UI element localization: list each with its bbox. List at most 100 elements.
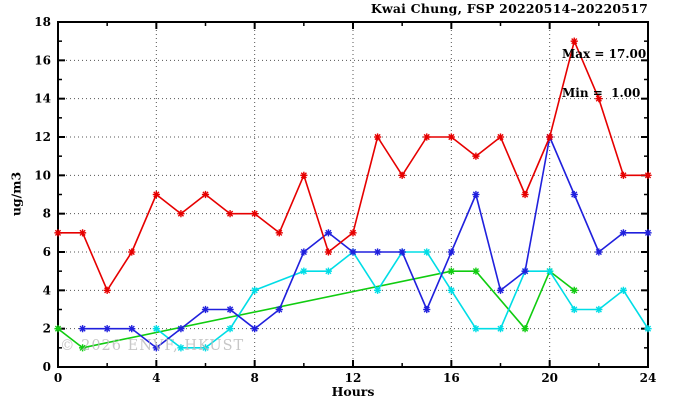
series-cyan-marker-center (425, 250, 429, 254)
series-cyan-marker-center (646, 327, 650, 330)
series-red-marker-center (56, 231, 60, 235)
series-cyan-marker-center (204, 346, 207, 350)
series-red-marker-center (376, 135, 379, 139)
series-blue-marker-center (474, 193, 478, 196)
series-green-marker-center (56, 327, 60, 330)
y-tick-label: 18 (34, 15, 51, 29)
series-blue-marker-center (81, 327, 84, 330)
series-blue-marker-center (450, 250, 453, 254)
series-red-marker-center (548, 135, 551, 139)
series-blue-marker-center (622, 231, 625, 235)
series-blue-marker-center (228, 308, 232, 311)
series-cyan-marker-center (376, 289, 379, 292)
series-red-marker-center (622, 174, 625, 177)
series-blue-marker-center (204, 308, 207, 311)
min-value-label: Min = 1.00 (562, 86, 641, 100)
y-tick-label: 6 (43, 245, 51, 259)
series-green-line (57, 270, 575, 349)
series-blue-marker-center (646, 231, 650, 235)
y-tick-label: 16 (34, 53, 51, 67)
series-red-marker-center (179, 212, 183, 215)
x-tick-label: 20 (541, 371, 558, 385)
y-tick-label: 10 (34, 168, 51, 182)
series-cyan-marker-center (228, 327, 232, 330)
series-cyan-marker-center (572, 308, 576, 311)
series-red-marker-center (81, 231, 84, 235)
series-cyan-marker-center (179, 346, 183, 350)
series-blue-marker-center (400, 250, 404, 254)
series-red-marker-center (277, 231, 281, 235)
series-red-marker-center (253, 212, 256, 215)
series-blue-marker-center (302, 250, 306, 254)
series-cyan-marker-center (548, 269, 551, 273)
x-tick-label: 8 (250, 371, 258, 385)
series-blue-marker-center (425, 308, 429, 311)
x-tick-label: 0 (54, 371, 62, 385)
series-green-marker-center (450, 269, 453, 273)
series-cyan-marker-center (597, 308, 601, 311)
series-red-marker-center (302, 174, 306, 177)
series-cyan-marker-center (302, 269, 306, 273)
series-green-marker-center (572, 289, 576, 292)
series-red-marker-center (155, 193, 158, 196)
series-cyan-marker-center (622, 289, 625, 292)
series-blue-marker-center (523, 269, 527, 273)
series-cyan-marker-center (155, 327, 158, 330)
series-cyan-line (155, 251, 649, 349)
maxmin-annotation: Max = 17.00 Min = 1.00 (562, 22, 646, 126)
y-tick-label: 8 (43, 207, 51, 221)
max-value-label: Max = 17.00 (562, 47, 647, 61)
series-red-marker-center (523, 193, 527, 196)
series-green-marker-center (523, 327, 527, 330)
series-red-marker-center (646, 174, 650, 177)
series-blue-line (82, 136, 648, 349)
series-red-marker-center (327, 250, 330, 254)
series-blue-marker-center (597, 250, 601, 254)
series-cyan-marker-center (499, 327, 502, 330)
watermark: © 2026 ENVF, HKUST (60, 338, 245, 354)
x-tick-label: 16 (443, 371, 460, 385)
series-blue-marker-center (130, 327, 134, 330)
series-blue-marker-center (499, 289, 502, 292)
series-red-marker-center (228, 212, 232, 215)
series-blue-marker-center (253, 327, 256, 330)
series-blue-marker-center (351, 250, 355, 254)
series-red-marker-center (597, 97, 601, 100)
y-tick-label: 4 (43, 283, 51, 297)
series-red-marker-center (572, 39, 576, 43)
series-cyan-marker-center (474, 327, 478, 330)
series-blue-marker-center (376, 250, 379, 254)
series-red-marker-center (499, 135, 502, 139)
series-red-marker-center (105, 289, 109, 292)
x-axis-label: Hours (331, 384, 375, 399)
series-blue-marker-center (155, 346, 158, 350)
y-tick-label: 0 (43, 360, 51, 374)
series-green-marker-center (81, 346, 84, 350)
series-red-marker-center (204, 193, 207, 196)
series-green-marker-center (474, 269, 478, 273)
series-blue-marker-center (105, 327, 109, 330)
chart-title: Kwai Chung, FSP 20220514–20220517 (370, 1, 648, 16)
series-cyan-marker-center (253, 289, 256, 292)
x-tick-label: 12 (345, 371, 362, 385)
y-tick-label: 2 (43, 322, 51, 336)
x-tick-label: 4 (152, 371, 160, 385)
y-axis-label: ug/m3 (8, 171, 24, 217)
series-cyan-marker-center (327, 269, 330, 273)
series-red-marker-center (400, 174, 404, 177)
x-tick-label: 24 (640, 371, 657, 385)
series-blue-marker-center (572, 193, 576, 196)
series-red-marker-center (474, 154, 478, 158)
series-red-marker-center (130, 250, 134, 254)
y-tick-label: 12 (34, 130, 51, 144)
series-blue-marker-center (327, 231, 330, 235)
series-red-marker-center (450, 135, 453, 139)
y-tick-label: 14 (34, 92, 51, 106)
series-cyan-marker-center (450, 289, 453, 292)
series-blue-marker-center (277, 308, 281, 311)
series-red-marker-center (425, 135, 429, 139)
series-red-marker-center (351, 231, 355, 235)
series-blue-marker-center (179, 327, 183, 330)
